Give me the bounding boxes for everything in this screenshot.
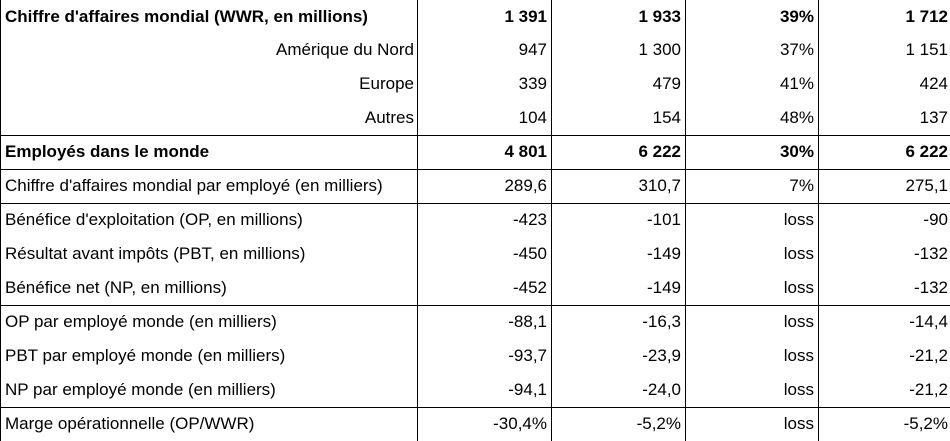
cell-value: 1 712 xyxy=(819,0,950,33)
cell-value: -5,2% xyxy=(552,407,686,441)
cell-value: -101 xyxy=(552,203,686,237)
cell-value: -30,4% xyxy=(418,407,552,441)
cell-value: -21,2 xyxy=(819,373,950,407)
cell-value: -149 xyxy=(552,237,686,271)
row-label: Employés dans le monde xyxy=(1,135,418,169)
cell-value: -88,1 xyxy=(418,305,552,339)
cell-value: -21,2 xyxy=(819,339,950,373)
row-label: Chiffre d'affaires mondial (WWR, en mill… xyxy=(1,0,418,33)
cell-value: loss xyxy=(686,305,819,339)
row-label: Résultat avant impôts (PBT, en millions) xyxy=(1,237,418,271)
cell-value: 39% xyxy=(686,0,819,33)
cell-value: -149 xyxy=(552,271,686,305)
cell-value: 48% xyxy=(686,101,819,135)
table-row: Chiffre d'affaires mondial (WWR, en mill… xyxy=(1,0,950,33)
cell-value: -452 xyxy=(418,271,552,305)
table-row: Marge opérationnelle (OP/WWR) -30,4% -5,… xyxy=(1,407,950,441)
cell-value: 30% xyxy=(686,135,819,169)
row-label: OP par employé monde (en milliers) xyxy=(1,305,418,339)
table-row: Autres 104 154 48% 137 xyxy=(1,101,950,135)
row-label: Bénéfice net (NP, en millions) xyxy=(1,271,418,305)
table-row: Europe 339 479 41% 424 xyxy=(1,67,950,101)
cell-value: -450 xyxy=(418,237,552,271)
row-label: Bénéfice d'exploitation (OP, en millions… xyxy=(1,203,418,237)
row-label: PBT par employé monde (en milliers) xyxy=(1,339,418,373)
cell-value: 339 xyxy=(418,67,552,101)
cell-value: 154 xyxy=(552,101,686,135)
cell-value: -24,0 xyxy=(552,373,686,407)
cell-value: loss xyxy=(686,373,819,407)
cell-value: -93,7 xyxy=(418,339,552,373)
cell-value: 310,7 xyxy=(552,169,686,203)
cell-value: loss xyxy=(686,407,819,441)
cell-value: -423 xyxy=(418,203,552,237)
row-label: Amérique du Nord xyxy=(1,33,418,67)
cell-value: -132 xyxy=(819,237,950,271)
cell-value: 6 222 xyxy=(552,135,686,169)
table-row: PBT par employé monde (en milliers) -93,… xyxy=(1,339,950,373)
cell-value: -132 xyxy=(819,271,950,305)
cell-value: -5,2% xyxy=(819,407,950,441)
cell-value: 1 300 xyxy=(552,33,686,67)
cell-value: 37% xyxy=(686,33,819,67)
cell-value: 1 933 xyxy=(552,0,686,33)
cell-value: -23,9 xyxy=(552,339,686,373)
cell-value: 289,6 xyxy=(418,169,552,203)
cell-value: 7% xyxy=(686,169,819,203)
table-row: Bénéfice d'exploitation (OP, en millions… xyxy=(1,203,950,237)
row-label: Autres xyxy=(1,101,418,135)
cell-value: loss xyxy=(686,203,819,237)
cell-value: -16,3 xyxy=(552,305,686,339)
table-row: Résultat avant impôts (PBT, en millions)… xyxy=(1,237,950,271)
cell-value: loss xyxy=(686,271,819,305)
cell-value: 947 xyxy=(418,33,552,67)
cell-value: -90 xyxy=(819,203,950,237)
table-row: Chiffre d'affaires mondial par employé (… xyxy=(1,169,950,203)
table-row: Amérique du Nord 947 1 300 37% 1 151 xyxy=(1,33,950,67)
table-row: Bénéfice net (NP, en millions) -452 -149… xyxy=(1,271,950,305)
cell-value: -94,1 xyxy=(418,373,552,407)
cell-value: loss xyxy=(686,237,819,271)
row-label: Chiffre d'affaires mondial par employé (… xyxy=(1,169,418,203)
cell-value: 41% xyxy=(686,67,819,101)
row-label: NP par employé monde (en milliers) xyxy=(1,373,418,407)
cell-value: 1 391 xyxy=(418,0,552,33)
cell-value: 4 801 xyxy=(418,135,552,169)
row-label: Marge opérationnelle (OP/WWR) xyxy=(1,407,418,441)
cell-value: loss xyxy=(686,339,819,373)
cell-value: 275,1 xyxy=(819,169,950,203)
cell-value: 104 xyxy=(418,101,552,135)
row-label: Europe xyxy=(1,67,418,101)
cell-value: -14,4 xyxy=(819,305,950,339)
table-row: Employés dans le monde 4 801 6 222 30% 6… xyxy=(1,135,950,169)
table-row: OP par employé monde (en milliers) -88,1… xyxy=(1,305,950,339)
cell-value: 479 xyxy=(552,67,686,101)
cell-value: 137 xyxy=(819,101,950,135)
cell-value: 6 222 xyxy=(819,135,950,169)
cell-value: 424 xyxy=(819,67,950,101)
table-row: NP par employé monde (en milliers) -94,1… xyxy=(1,373,950,407)
cell-value: 1 151 xyxy=(819,33,950,67)
